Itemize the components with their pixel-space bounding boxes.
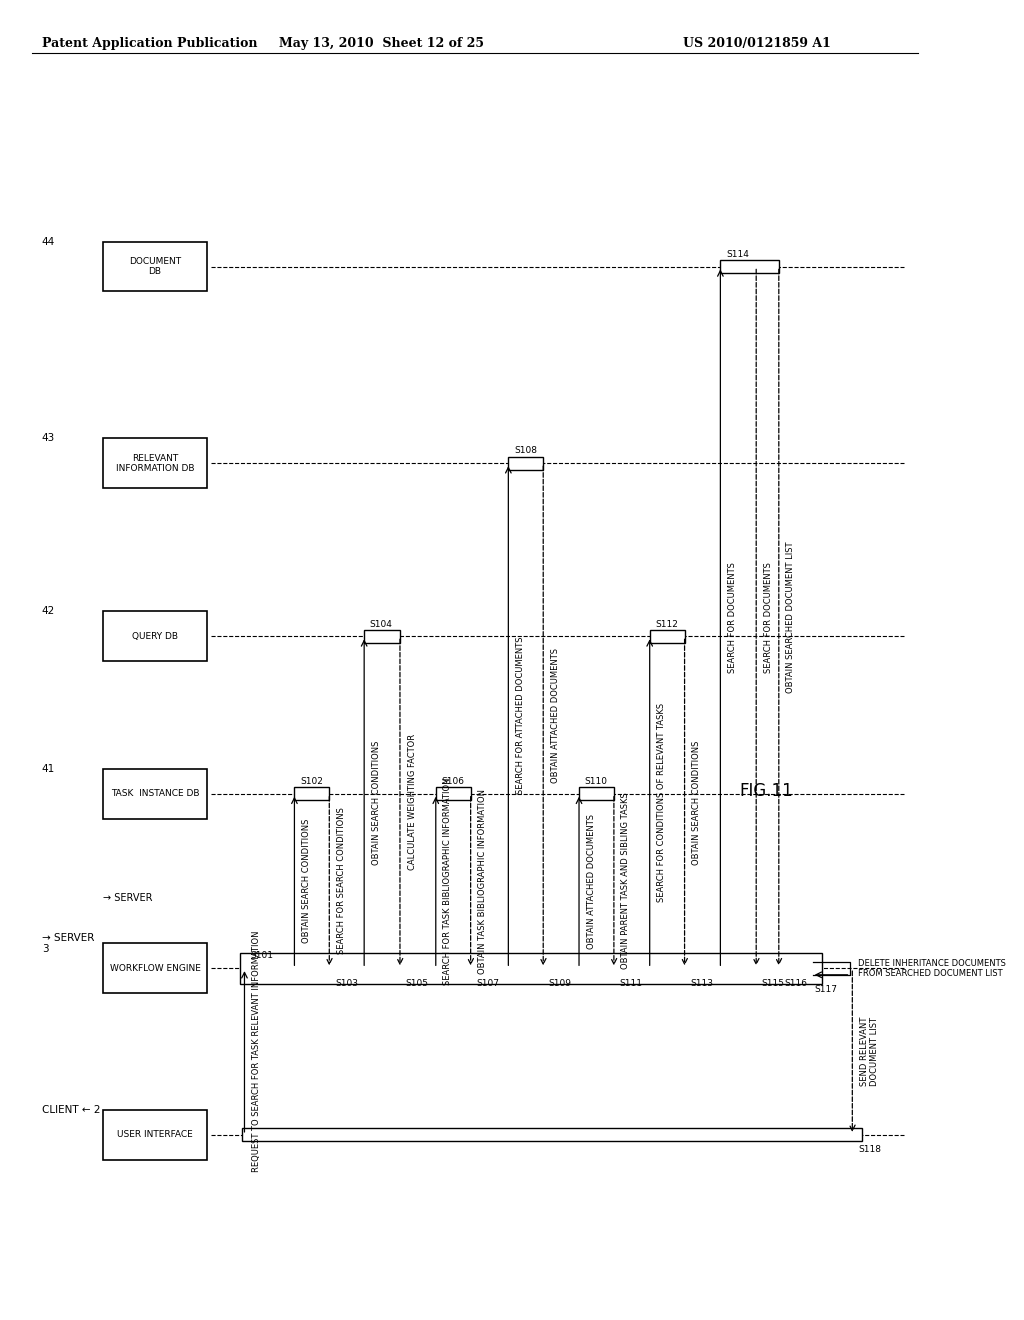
Text: OBTAIN TASK BIBLIOGRAPHIC INFORMATION: OBTAIN TASK BIBLIOGRAPHIC INFORMATION xyxy=(478,788,487,974)
Text: 41: 41 xyxy=(42,764,55,774)
Text: US 2010/0121859 A1: US 2010/0121859 A1 xyxy=(683,37,830,50)
Bar xyxy=(579,787,614,800)
Text: CLIENT ← 2: CLIENT ← 2 xyxy=(42,1105,100,1115)
Bar xyxy=(103,1110,207,1160)
Text: FIG.11: FIG.11 xyxy=(739,783,793,800)
Bar xyxy=(508,457,543,470)
Text: OBTAIN SEARCH CONDITIONS: OBTAIN SEARCH CONDITIONS xyxy=(372,741,381,865)
Text: S111: S111 xyxy=(620,979,642,987)
Bar xyxy=(103,438,207,488)
Text: RELEVANT
INFORMATION DB: RELEVANT INFORMATION DB xyxy=(116,454,195,473)
Text: S108: S108 xyxy=(514,446,537,455)
Text: 43: 43 xyxy=(42,433,55,444)
Text: OBTAIN SEARCHED DOCUMENT LIST: OBTAIN SEARCHED DOCUMENT LIST xyxy=(786,541,796,693)
Text: S117: S117 xyxy=(815,985,838,994)
Text: OBTAIN ATTACHED DOCUMENTS: OBTAIN ATTACHED DOCUMENTS xyxy=(551,648,560,783)
Text: S107: S107 xyxy=(476,979,500,987)
Text: 42: 42 xyxy=(42,606,55,616)
Bar xyxy=(103,611,207,661)
Bar xyxy=(103,944,207,993)
Text: S112: S112 xyxy=(655,619,678,628)
Text: SEARCH FOR CONDITIONS OF RELEVANT TASKS: SEARCH FOR CONDITIONS OF RELEVANT TASKS xyxy=(657,702,667,902)
Text: S105: S105 xyxy=(406,979,429,987)
Bar xyxy=(295,787,330,800)
Text: QUERY DB: QUERY DB xyxy=(132,632,178,642)
Text: S106: S106 xyxy=(441,777,465,785)
Text: S104: S104 xyxy=(370,619,392,628)
Text: OBTAIN PARENT TASK AND SIBLING TASKS: OBTAIN PARENT TASK AND SIBLING TASKS xyxy=(622,792,631,969)
Text: May 13, 2010  Sheet 12 of 25: May 13, 2010 Sheet 12 of 25 xyxy=(279,37,483,50)
Text: OBTAIN SEARCH CONDITIONS: OBTAIN SEARCH CONDITIONS xyxy=(692,741,701,865)
Text: SEARCH FOR DOCUMENTS: SEARCH FOR DOCUMENTS xyxy=(764,562,773,673)
Bar xyxy=(103,242,207,292)
Text: SEARCH FOR DOCUMENTS: SEARCH FOR DOCUMENTS xyxy=(728,562,737,673)
Text: S102: S102 xyxy=(300,777,323,785)
Text: S118: S118 xyxy=(858,1146,881,1155)
Text: SEARCH FOR SEARCH CONDITIONS: SEARCH FOR SEARCH CONDITIONS xyxy=(337,808,346,954)
Text: SEARCH FOR ATTACHED DOCUMENTS: SEARCH FOR ATTACHED DOCUMENTS xyxy=(516,638,525,795)
Text: CALCULATE WEIGHTING FACTOR: CALCULATE WEIGHTING FACTOR xyxy=(408,734,417,870)
Text: WORKFLOW ENGINE: WORKFLOW ENGINE xyxy=(110,964,201,973)
Text: S110: S110 xyxy=(585,777,607,785)
Text: S114: S114 xyxy=(726,249,749,259)
Text: S116: S116 xyxy=(784,979,808,987)
Text: S103: S103 xyxy=(335,979,358,987)
Bar xyxy=(103,768,207,818)
Text: → SERVER
3: → SERVER 3 xyxy=(42,932,94,954)
Text: OBTAIN SEARCH CONDITIONS: OBTAIN SEARCH CONDITIONS xyxy=(302,818,311,944)
Bar xyxy=(436,787,471,800)
Text: S101: S101 xyxy=(250,952,273,961)
Bar xyxy=(649,630,685,643)
Text: S113: S113 xyxy=(690,979,714,987)
Bar xyxy=(720,260,779,273)
Text: S109: S109 xyxy=(549,979,571,987)
Text: DELETE INHERITANCE DOCUMENTS
FROM SEARCHED DOCUMENT LIST: DELETE INHERITANCE DOCUMENTS FROM SEARCH… xyxy=(858,958,1006,978)
Bar xyxy=(242,1129,862,1142)
Text: → SERVER: → SERVER xyxy=(103,892,153,903)
Text: 44: 44 xyxy=(42,236,55,247)
Text: S115: S115 xyxy=(762,979,784,987)
Bar xyxy=(365,630,400,643)
Text: Patent Application Publication: Patent Application Publication xyxy=(42,37,257,50)
Text: TASK  INSTANCE DB: TASK INSTANCE DB xyxy=(111,789,200,799)
Text: SEARCH FOR TASK BIBLIOGRAPHIC INFORMATION: SEARCH FOR TASK BIBLIOGRAPHIC INFORMATIO… xyxy=(443,777,453,985)
Text: OBTAIN ATTACHED DOCUMENTS: OBTAIN ATTACHED DOCUMENTS xyxy=(587,813,596,949)
Text: DOCUMENT
DB: DOCUMENT DB xyxy=(129,257,181,276)
Text: USER INTERFACE: USER INTERFACE xyxy=(117,1130,193,1139)
Text: SEND RELEVANT
DOCUMENT LIST: SEND RELEVANT DOCUMENT LIST xyxy=(860,1016,880,1086)
Text: REQUEST TO SEARCH FOR TASK RELEVANT INFORMATION: REQUEST TO SEARCH FOR TASK RELEVANT INFO… xyxy=(252,931,261,1172)
Bar xyxy=(240,953,822,983)
